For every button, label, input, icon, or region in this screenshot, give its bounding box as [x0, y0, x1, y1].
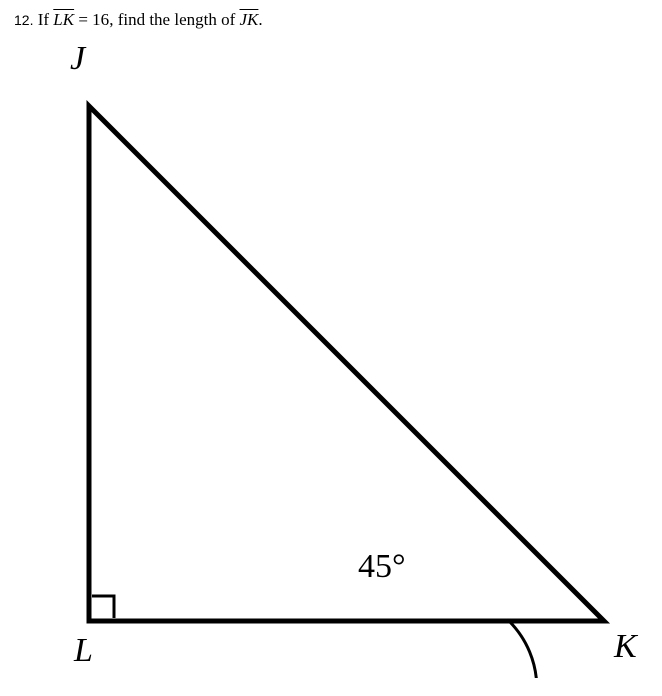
vertex-l-label: L [74, 632, 93, 670]
question-middle: , find the length of [109, 10, 239, 29]
question-text: 12. If LK = 16, find the length of JK. [14, 10, 648, 30]
triangle-svg [18, 38, 648, 678]
vertex-j-label: J [70, 40, 85, 78]
angle-45-label: 45° [358, 548, 406, 586]
triangle-figure: J L K 45° [18, 38, 648, 678]
segment-lk: LK [53, 10, 74, 29]
equals-value: = 16 [74, 10, 109, 29]
segment-jk: JK [240, 10, 259, 29]
vertex-k-label: K [614, 628, 637, 666]
question-prefix: If [38, 10, 54, 29]
question-suffix: . [258, 10, 262, 29]
question-number: 12. [14, 12, 33, 28]
